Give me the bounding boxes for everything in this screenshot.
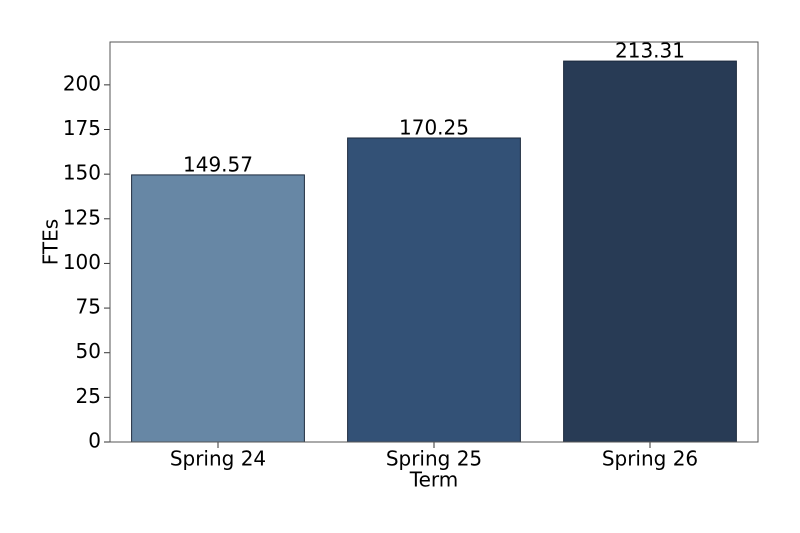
bar [131,174,305,443]
y-tick-label: 50 [76,339,101,363]
y-tick-label: 175 [63,116,101,140]
y-tick-label: 75 [76,295,101,319]
y-tick-label: 100 [63,250,101,274]
y-tick-label: 25 [76,384,101,408]
x-tick-label: Spring 25 [386,447,482,471]
x-tick-label: Spring 26 [602,447,698,471]
bar [347,137,521,443]
y-axis-label: FTEs [39,219,63,265]
y-tick-label: 150 [63,161,101,185]
y-tick-label: 125 [63,205,101,229]
y-tick-label: 0 [88,429,101,453]
bar [563,60,737,443]
x-tick-label: Spring 24 [170,447,266,471]
y-tick-label: 200 [63,71,101,95]
value-label: 149.57 [183,152,253,176]
value-label: 170.25 [399,115,469,139]
x-axis-label: Term [409,468,458,492]
value-label: 213.31 [615,39,685,63]
plot-frame [109,41,759,443]
